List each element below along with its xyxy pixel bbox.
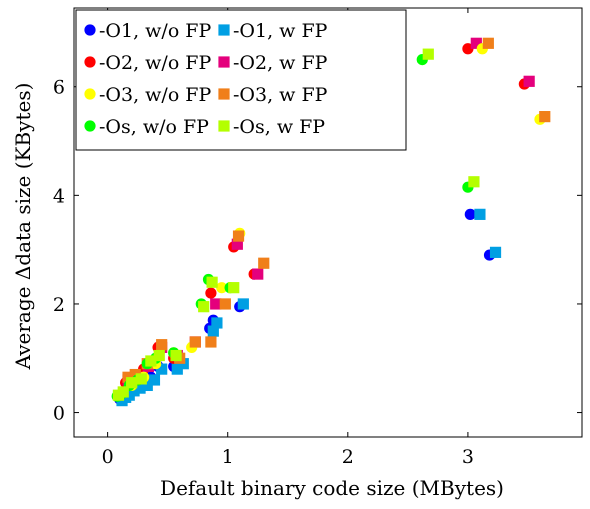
data-point [207,325,219,337]
data-point [189,336,201,348]
legend-entry-label: -O3, w/o FP [99,84,211,106]
legend-entry-label: -O3, w FP [233,84,328,106]
x-tick-label: 3 [462,446,474,468]
data-point [482,37,494,49]
data-points [111,37,551,407]
axes [73,7,583,438]
data-point [252,268,264,280]
x-axis-label: Default binary code size (MBytes) [160,476,504,500]
y-tick-label: 0 [53,403,65,425]
data-point [156,363,168,375]
data-point [135,373,147,385]
data-point [237,298,249,310]
legend-marker [84,56,96,68]
data-point [156,339,168,351]
legend-marker [218,24,230,36]
data-point [468,176,480,188]
series-1 [116,208,502,407]
legend-entry-label: -O1, w/o FP [99,20,211,42]
data-point [422,48,434,60]
data-point [464,208,476,220]
data-point [170,349,182,362]
data-point [216,282,228,294]
y-axis-label: Average Δdata size (KBytes) [11,83,35,371]
legend-entry-label: -Os, w FP [233,116,325,138]
legend-entry-label: -O1, w FP [233,20,328,42]
data-point [539,111,551,123]
plot-frame [73,7,583,438]
data-point [148,374,161,386]
data-point [198,301,210,313]
data-point [171,363,183,375]
series-7 [112,48,480,401]
data-point [117,386,129,398]
data-point [205,336,217,348]
legend-marker [84,88,96,100]
legend-marker [84,24,96,36]
data-point [141,379,153,392]
y-tick-label: 6 [53,77,65,99]
legend-marker [218,56,230,68]
legend-entry-label: -Os, w/o FP [99,116,209,138]
data-point [129,368,141,381]
data-point [232,230,245,242]
data-point [219,298,231,310]
legend-box [75,9,407,151]
x-tick-label: 0 [102,446,114,468]
data-point [523,75,535,87]
data-point [134,382,146,394]
y-tick-label: 4 [53,185,65,207]
data-point [211,317,223,329]
data-point [153,349,165,362]
ticks: 0 1 2 3 0 2 4 6 [53,8,582,468]
x-tick-label: 2 [342,446,354,468]
data-point [145,355,157,367]
series-0 [114,208,496,405]
legend-marker [84,120,96,132]
data-point [489,246,502,258]
data-point [128,385,140,397]
data-point [231,238,243,250]
x-tick-label: 1 [222,446,234,468]
legend-entry-label: -O2, w/o FP [99,52,211,74]
data-point [205,287,217,299]
y-tick-label: 2 [53,294,65,316]
data-point [470,37,482,49]
legend: -O1, w/o FP -O1, w FP -O2, w/o FP -O2, w FP… [75,9,407,151]
data-point [258,257,270,269]
data-point [474,208,486,220]
data-point [206,276,218,288]
legend-entry-label: -O2, w FP [233,52,328,74]
data-point [228,282,240,294]
legend-marker [218,88,230,100]
legend-marker [218,120,230,132]
data-point [210,298,222,310]
data-point [126,377,138,389]
data-point [462,43,474,55]
